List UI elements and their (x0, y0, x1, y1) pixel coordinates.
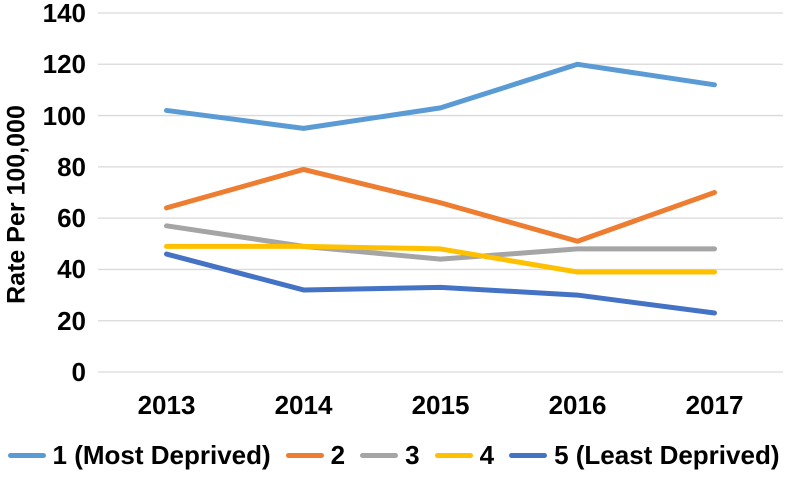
y-tick-label: 20 (57, 305, 86, 336)
legend-item: 1 (Most Deprived) (7, 440, 271, 470)
y-tick-label: 40 (57, 254, 86, 285)
plot-area (98, 12, 783, 373)
series-line (164, 243, 717, 275)
x-tick-label: 2013 (137, 390, 196, 420)
legend-label: 1 (Most Deprived) (52, 440, 271, 470)
x-tick-label: 2017 (685, 390, 744, 420)
legend-item: 5 (Least Deprived) (509, 440, 779, 470)
legend-label: 3 (405, 440, 420, 470)
x-tick-label: 2016 (548, 390, 607, 420)
legend-line-marker (7, 452, 46, 458)
series-line (164, 223, 717, 262)
y-tick-label: 120 (42, 49, 86, 80)
legend-line-marker (285, 452, 324, 458)
series-line (164, 61, 717, 131)
legend-line-marker (509, 452, 548, 458)
y-tick-label: 100 (42, 100, 86, 131)
legend-label: 2 (330, 440, 346, 470)
y-tick-label: 140 (42, 0, 86, 28)
legend-line-marker (434, 452, 473, 458)
x-tick-label: 2015 (411, 390, 470, 420)
legend-label: 5 (Least Deprived) (554, 440, 780, 470)
y-tick-label: 0 (71, 357, 86, 387)
y-tick-label: 80 (57, 151, 86, 182)
legend: 1 (Most Deprived) 2 3 4 5 (Least Deprived) (0, 438, 787, 472)
legend-item: 3 (360, 440, 420, 470)
legend-item: 2 (285, 440, 346, 470)
legend-label: 4 (479, 440, 495, 470)
legend-item: 4 (434, 440, 495, 470)
series-line (164, 166, 717, 244)
legend-line-marker (360, 452, 399, 458)
series-line (164, 251, 717, 316)
y-tick-label: 60 (57, 203, 86, 234)
x-tick-label: 2014 (274, 390, 333, 420)
